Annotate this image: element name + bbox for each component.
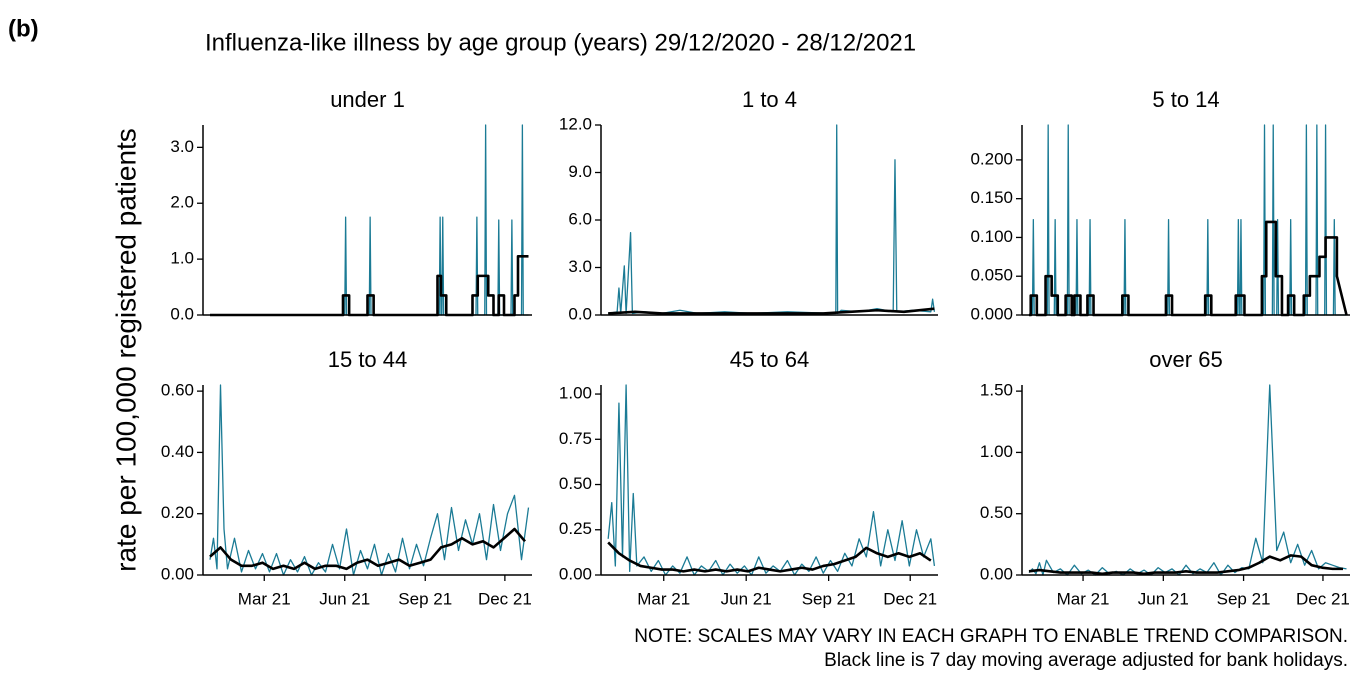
x-tick-label: Jun 21 bbox=[1138, 589, 1189, 608]
y-tick-label: 0.20 bbox=[161, 503, 194, 522]
y-tick-label: 1.00 bbox=[559, 384, 592, 403]
y-tick-label: 0.50 bbox=[980, 503, 1013, 522]
x-tick-label: Dec 21 bbox=[883, 589, 937, 608]
y-axis-title: rate per 100,000 registered patients bbox=[110, 128, 141, 572]
data-line bbox=[1028, 384, 1347, 576]
panel-title: 15 to 44 bbox=[328, 347, 408, 372]
y-tick-label: 1.0 bbox=[170, 249, 194, 268]
panel-title: 5 to 14 bbox=[1152, 87, 1219, 112]
x-tick-label: Sep 21 bbox=[1217, 589, 1271, 608]
y-tick-label: 0.000 bbox=[970, 304, 1013, 323]
y-tick-label: 1.00 bbox=[980, 442, 1013, 461]
panel-label: (b) bbox=[8, 15, 39, 42]
panel-title: 1 to 4 bbox=[742, 87, 797, 112]
y-tick-label: 0.60 bbox=[161, 381, 194, 400]
y-tick-label: 0.40 bbox=[161, 442, 194, 461]
x-tick-label: Sep 21 bbox=[398, 589, 452, 608]
y-tick-label: 0.00 bbox=[980, 564, 1013, 583]
x-tick-label: Jun 21 bbox=[721, 589, 772, 608]
x-tick-label: Mar 21 bbox=[1057, 589, 1110, 608]
y-tick-label: 0.00 bbox=[161, 564, 194, 583]
y-tick-label: 9.0 bbox=[568, 162, 592, 181]
x-tick-label: Mar 21 bbox=[637, 589, 690, 608]
y-tick-label: 3.0 bbox=[170, 137, 194, 156]
y-tick-label: 0.050 bbox=[970, 266, 1013, 285]
panel-title: under 1 bbox=[330, 87, 405, 112]
y-tick-label: 0.00 bbox=[559, 564, 592, 583]
y-tick-label: 2.0 bbox=[170, 193, 194, 212]
x-tick-label: Dec 21 bbox=[478, 589, 532, 608]
data-line bbox=[607, 384, 936, 576]
data-line bbox=[210, 255, 529, 317]
data-line bbox=[209, 384, 530, 576]
x-tick-label: Mar 21 bbox=[238, 589, 291, 608]
data-line bbox=[608, 124, 936, 315]
y-tick-label: 0.25 bbox=[559, 519, 592, 538]
y-tick-label: 0.0 bbox=[170, 304, 194, 323]
data-line bbox=[607, 541, 932, 573]
panel-title: over 65 bbox=[1149, 347, 1222, 372]
y-tick-label: 0.0 bbox=[568, 304, 592, 323]
y-tick-label: 3.0 bbox=[568, 257, 592, 276]
y-tick-label: 6.0 bbox=[568, 209, 592, 228]
y-tick-label: 0.200 bbox=[970, 149, 1013, 168]
panel-title: 45 to 64 bbox=[730, 347, 810, 372]
x-tick-label: Sep 21 bbox=[802, 589, 856, 608]
data-line bbox=[209, 527, 526, 571]
y-tick-label: 0.50 bbox=[559, 474, 592, 493]
data-line bbox=[1028, 124, 1347, 316]
note: Black line is 7 day moving average adjus… bbox=[824, 650, 1348, 671]
data-line bbox=[1028, 554, 1344, 576]
chart-title: Influenza-like illness by age group (yea… bbox=[205, 29, 916, 56]
y-tick-label: 0.75 bbox=[559, 429, 592, 448]
data-line bbox=[210, 124, 529, 316]
y-tick-label: 0.150 bbox=[970, 188, 1013, 207]
x-tick-label: Jun 21 bbox=[319, 589, 370, 608]
x-tick-label: Dec 21 bbox=[1296, 589, 1350, 608]
data-line bbox=[608, 307, 935, 315]
note: NOTE: SCALES MAY VARY IN EACH GRAPH TO E… bbox=[634, 626, 1348, 647]
y-tick-label: 12.0 bbox=[559, 114, 592, 133]
y-tick-label: 1.50 bbox=[980, 381, 1013, 400]
y-tick-label: 0.100 bbox=[970, 227, 1013, 246]
